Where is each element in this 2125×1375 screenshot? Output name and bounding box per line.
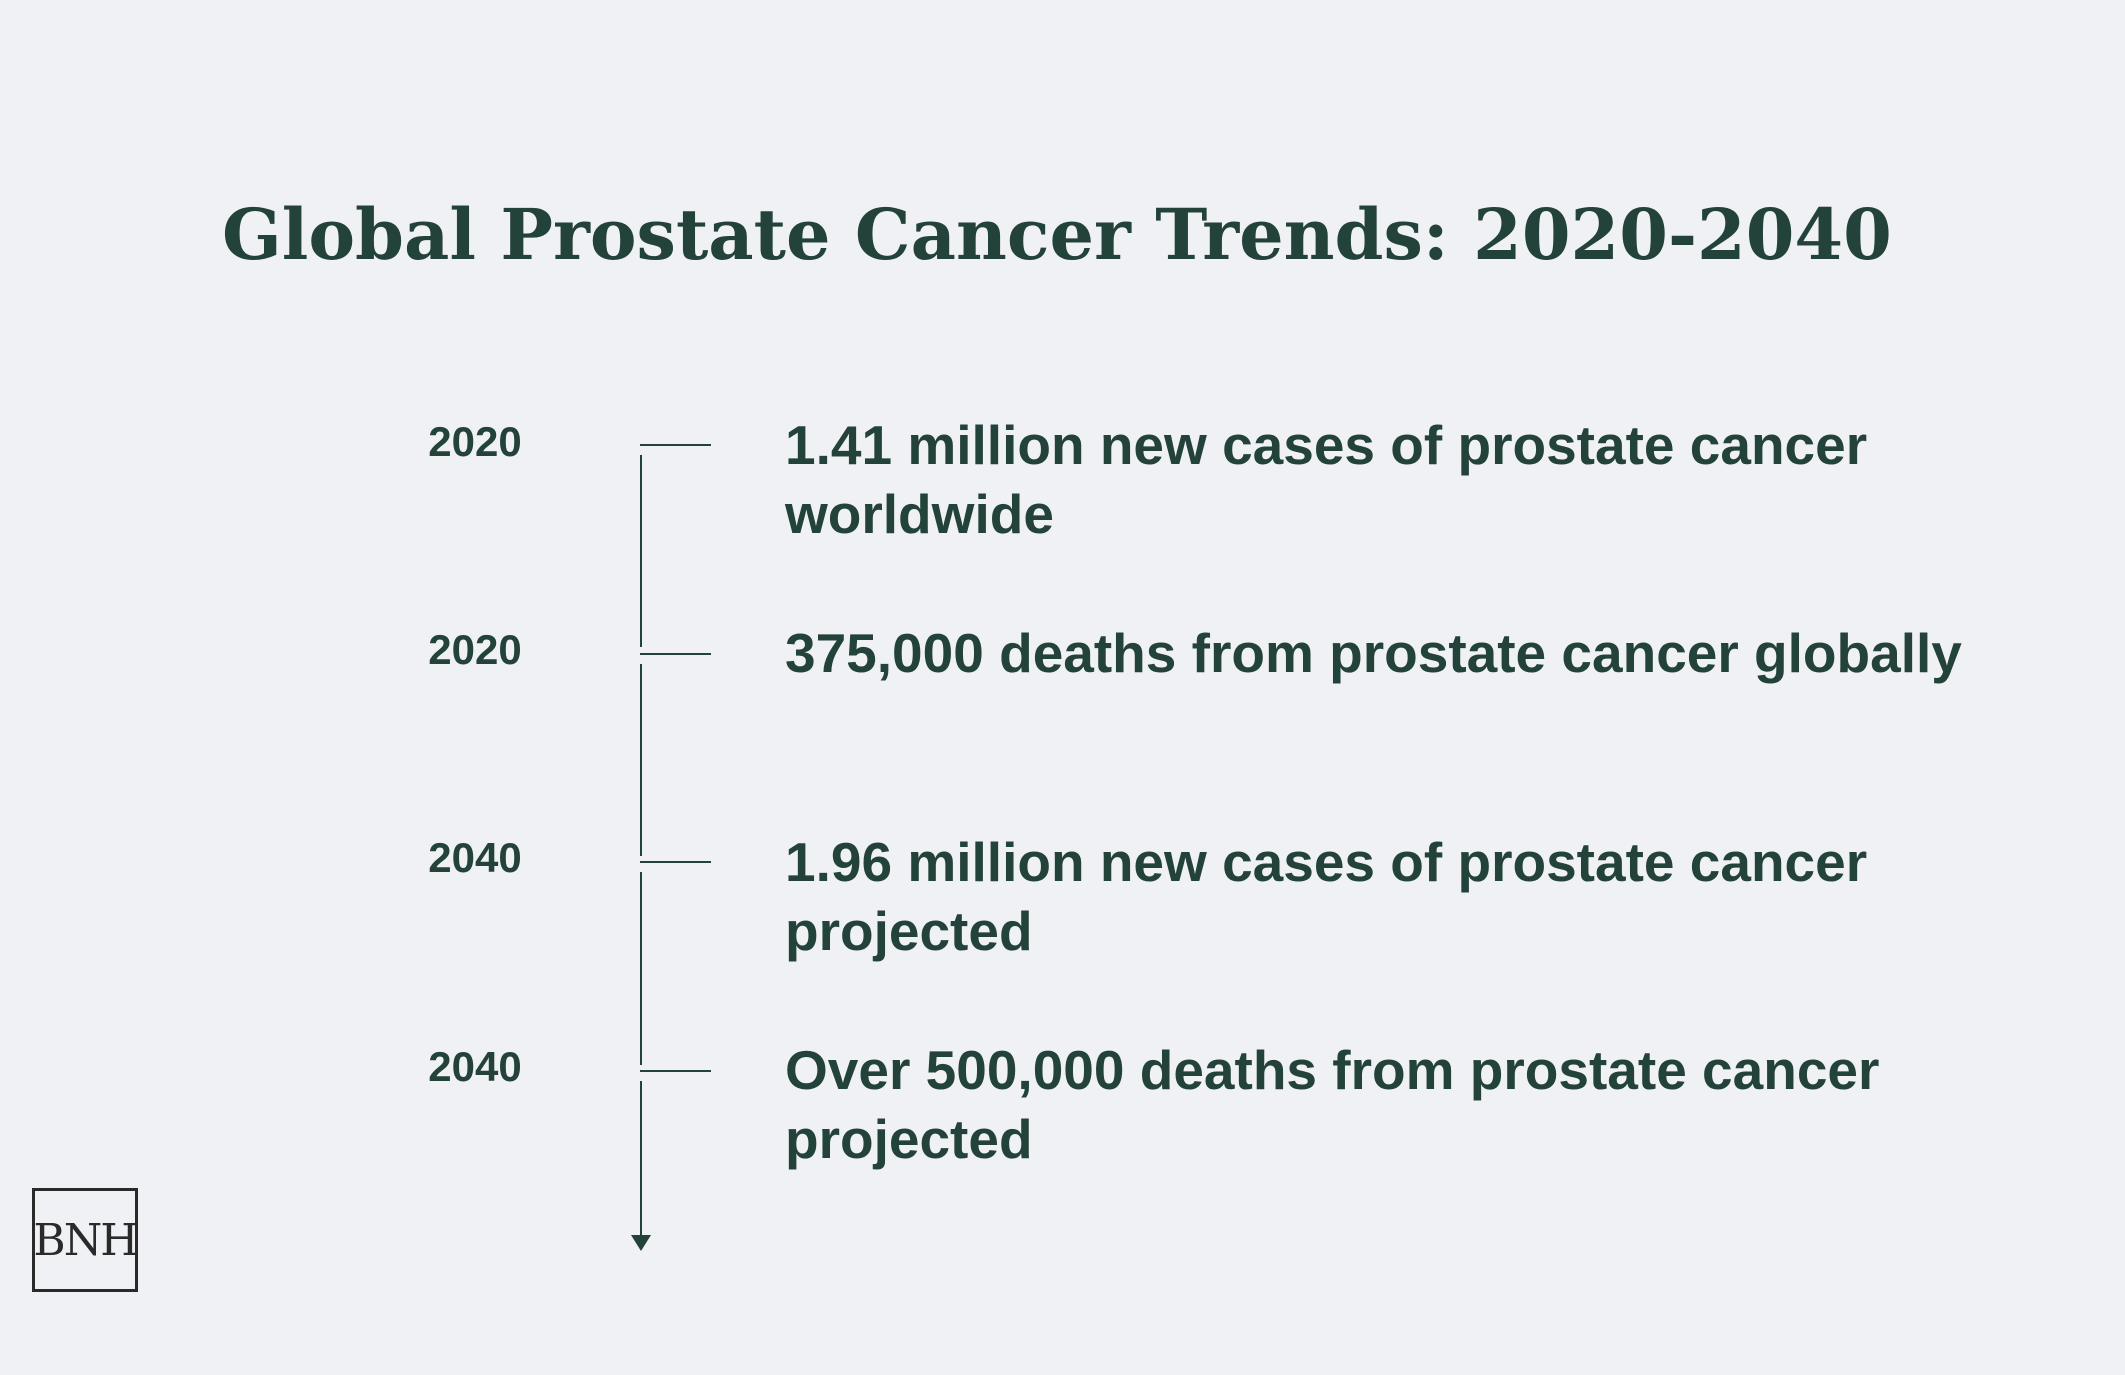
- timeline-tick: [640, 1070, 711, 1072]
- timeline-axis-segment: [640, 664, 642, 856]
- event-year: 2020: [428, 418, 522, 465]
- brand-logo: BNH: [32, 1188, 139, 1292]
- brand-logo-text: BNH: [33, 1214, 138, 1266]
- event-year: 2040: [428, 834, 522, 881]
- timeline-axis-segment: [640, 455, 642, 647]
- event-text: 1.41 million new cases of prostate cance…: [785, 414, 1868, 545]
- timeline-tick: [640, 444, 711, 446]
- timeline-tick: [640, 653, 711, 655]
- event-year: 2040: [428, 1043, 522, 1090]
- page-title: Global Prostate Cancer Trends: 2020-2040: [222, 193, 1892, 276]
- timeline-axis-segment: [640, 872, 642, 1065]
- event-year: 2020: [428, 626, 522, 673]
- timeline-tick: [640, 861, 711, 863]
- timeline-arrow-icon: [631, 1235, 651, 1251]
- timeline-axis-segment: [640, 1081, 642, 1238]
- event-text: Over 500,000 deaths from prostate cancer…: [785, 1039, 1880, 1170]
- event-text: 375,000 deaths from prostate cancer glob…: [785, 622, 1962, 684]
- event-text: 1.96 million new cases of prostate cance…: [785, 831, 1868, 962]
